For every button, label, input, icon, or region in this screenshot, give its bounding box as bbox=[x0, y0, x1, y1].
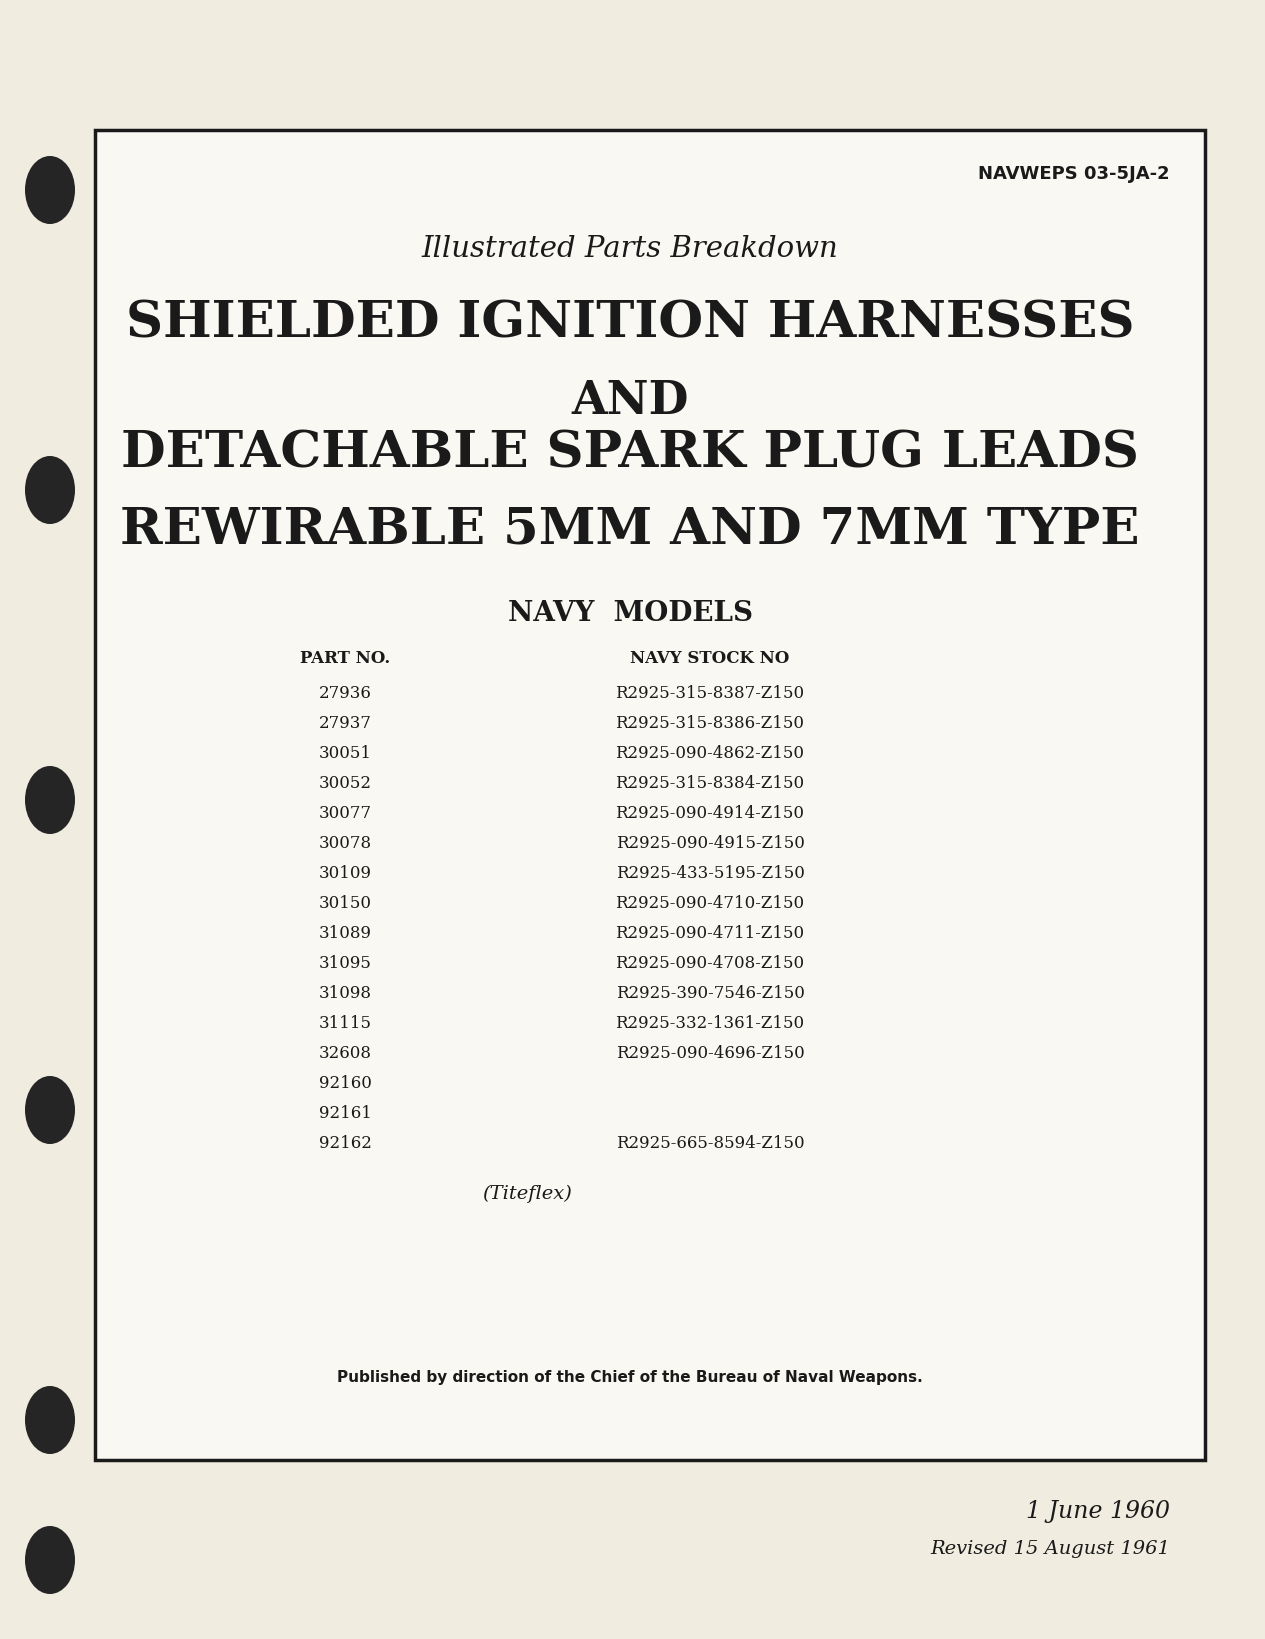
Text: NAVY STOCK NO: NAVY STOCK NO bbox=[630, 651, 789, 667]
Text: 92161: 92161 bbox=[319, 1105, 372, 1123]
Text: R2925-332-1361-Z150: R2925-332-1361-Z150 bbox=[616, 1015, 805, 1033]
Text: 30109: 30109 bbox=[319, 865, 372, 882]
Text: R2925-090-4914-Z150: R2925-090-4914-Z150 bbox=[616, 805, 805, 823]
Text: R2925-090-4710-Z150: R2925-090-4710-Z150 bbox=[616, 895, 805, 911]
Text: 1 June 1960: 1 June 1960 bbox=[1026, 1500, 1170, 1523]
Text: 92160: 92160 bbox=[319, 1075, 372, 1092]
Text: 27937: 27937 bbox=[319, 715, 372, 733]
Text: R2925-315-8386-Z150: R2925-315-8386-Z150 bbox=[616, 715, 805, 733]
Text: 27936: 27936 bbox=[319, 685, 372, 701]
Text: Revised 15 August 1961: Revised 15 August 1961 bbox=[930, 1541, 1170, 1559]
Text: SHIELDED IGNITION HARNESSES: SHIELDED IGNITION HARNESSES bbox=[125, 300, 1135, 349]
Ellipse shape bbox=[25, 1526, 75, 1595]
Text: R2925-090-4696-Z150: R2925-090-4696-Z150 bbox=[616, 1046, 805, 1062]
Ellipse shape bbox=[25, 1387, 75, 1454]
Text: NAVWEPS 03-5JA-2: NAVWEPS 03-5JA-2 bbox=[978, 166, 1170, 184]
Text: 30150: 30150 bbox=[319, 895, 372, 911]
Text: 32608: 32608 bbox=[319, 1046, 372, 1062]
Text: R2925-665-8594-Z150: R2925-665-8594-Z150 bbox=[616, 1134, 805, 1152]
Text: 30052: 30052 bbox=[319, 775, 372, 792]
Text: AND: AND bbox=[572, 379, 688, 425]
Text: (Titeflex): (Titeflex) bbox=[482, 1185, 573, 1203]
Text: 31115: 31115 bbox=[319, 1015, 372, 1033]
Text: R2925-090-4862-Z150: R2925-090-4862-Z150 bbox=[616, 746, 805, 762]
Text: R2925-090-4915-Z150: R2925-090-4915-Z150 bbox=[616, 834, 805, 852]
Text: NAVY  MODELS: NAVY MODELS bbox=[507, 600, 753, 628]
Text: R2925-090-4708-Z150: R2925-090-4708-Z150 bbox=[616, 956, 805, 972]
Text: R2925-090-4711-Z150: R2925-090-4711-Z150 bbox=[616, 924, 805, 942]
Text: 30077: 30077 bbox=[319, 805, 372, 823]
Bar bbox=[95, 129, 1206, 1460]
Ellipse shape bbox=[25, 765, 75, 834]
Text: PART NO.: PART NO. bbox=[300, 651, 390, 667]
Text: R2925-315-8387-Z150: R2925-315-8387-Z150 bbox=[616, 685, 805, 701]
Text: R2925-315-8384-Z150: R2925-315-8384-Z150 bbox=[616, 775, 805, 792]
Text: 31089: 31089 bbox=[319, 924, 372, 942]
Text: REWIRABLE 5MM AND 7MM TYPE: REWIRABLE 5MM AND 7MM TYPE bbox=[120, 505, 1140, 554]
Text: 31098: 31098 bbox=[319, 985, 372, 1001]
Text: Published by direction of the Chief of the Bureau of Naval Weapons.: Published by direction of the Chief of t… bbox=[338, 1370, 923, 1385]
Text: 31095: 31095 bbox=[319, 956, 372, 972]
Text: R2925-433-5195-Z150: R2925-433-5195-Z150 bbox=[616, 865, 805, 882]
Text: DETACHABLE SPARK PLUG LEADS: DETACHABLE SPARK PLUG LEADS bbox=[121, 429, 1138, 479]
Ellipse shape bbox=[25, 156, 75, 225]
Text: R2925-390-7546-Z150: R2925-390-7546-Z150 bbox=[616, 985, 805, 1001]
Text: 30078: 30078 bbox=[319, 834, 372, 852]
Text: 30051: 30051 bbox=[319, 746, 372, 762]
Text: Illustrated Parts Breakdown: Illustrated Parts Breakdown bbox=[421, 234, 839, 262]
Ellipse shape bbox=[25, 1075, 75, 1144]
Text: 92162: 92162 bbox=[319, 1134, 372, 1152]
Ellipse shape bbox=[25, 456, 75, 524]
